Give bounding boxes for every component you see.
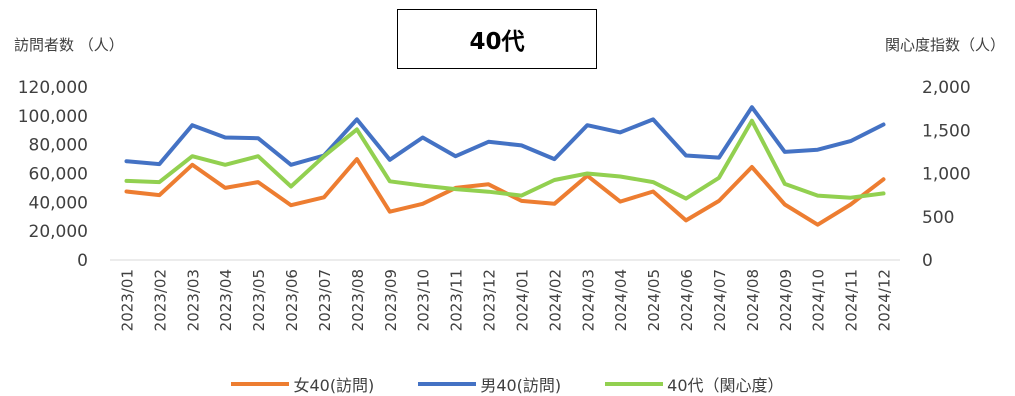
x-tick-label: 2023/12	[481, 269, 499, 331]
right-axis-title: 関心度指数（人）	[884, 36, 1005, 54]
legend-item-interest40: 40代（関心度）	[605, 372, 784, 396]
x-tick-label: 2023/10	[415, 269, 433, 331]
x-tick-label: 2024/09	[777, 269, 795, 331]
x-tick-label: 2024/07	[711, 269, 729, 331]
left-tick-label: 80,000	[29, 136, 88, 156]
legend-item-male40: 男40(訪問)	[418, 372, 561, 396]
left-tick-label: 0	[77, 251, 88, 271]
x-tick-label: 2024/04	[612, 269, 630, 331]
x-tick-label: 2023/06	[283, 269, 301, 331]
legend-label-male40: 男40(訪問)	[480, 376, 562, 395]
x-tick-label: 2024/05	[645, 269, 663, 331]
series-lines	[124, 105, 886, 227]
x-tick-label: 2023/04	[217, 269, 235, 331]
x-tick-label: 2024/11	[843, 269, 861, 331]
x-tick-label: 2024/03	[579, 269, 597, 331]
series-line-1	[124, 105, 886, 167]
right-tick-label: 1,000	[922, 165, 971, 185]
right-tick-label: 500	[922, 208, 954, 228]
x-tick-label: 2023/05	[250, 269, 268, 331]
x-tick-label: 2023/07	[316, 269, 334, 331]
legend-item-female40: 女40(訪問)	[231, 372, 374, 396]
right-tick-label: 1,500	[922, 121, 971, 141]
chart-title: 40代	[469, 29, 525, 55]
left-tick-label: 60,000	[29, 165, 88, 185]
right-tick-label: 0	[922, 251, 933, 271]
x-axis-ticks: 2023/01 2023/02 2023/03 2023/04 2023/05 2023/…	[118, 269, 893, 331]
left-tick-label: 120,000	[18, 78, 88, 98]
legend-label-interest40: 40代（関心度）	[667, 376, 784, 395]
x-tick-label: 2023/01	[118, 269, 136, 331]
legend-label-female40: 女40(訪問)	[293, 376, 375, 395]
x-tick-label: 2023/09	[382, 269, 400, 331]
left-tick-label: 20,000	[29, 222, 88, 242]
legend-swatch-interest40	[605, 382, 664, 386]
left-tick-label: 40,000	[29, 193, 88, 213]
x-tick-label: 2024/01	[513, 269, 531, 331]
legend-swatch-male40	[418, 382, 477, 386]
x-tick-label: 2023/02	[151, 269, 169, 331]
x-tick-label: 2024/08	[744, 269, 762, 331]
x-tick-label: 2024/12	[876, 269, 894, 331]
x-tick-label: 2023/03	[184, 269, 202, 331]
x-tick-label: 2024/02	[546, 269, 564, 331]
legend-swatch-female40	[231, 382, 290, 386]
right-axis-ticks: 0 500 1,000 1,500 2,000	[922, 78, 971, 271]
x-tick-label: 2023/08	[349, 269, 367, 331]
legend: 女40(訪問) 男40(訪問) 40代（関心度）	[0, 372, 1015, 396]
chart-title-box: 40代	[397, 9, 597, 69]
x-tick-label: 2024/06	[678, 269, 696, 331]
left-axis-title: 訪問者数 （人）	[14, 36, 124, 54]
x-tick-label: 2023/11	[448, 269, 466, 331]
left-axis-ticks: 0 20,000 40,000 60,000 80,000 100,000 120,000	[18, 78, 88, 271]
right-tick-label: 2,000	[922, 78, 971, 98]
left-tick-label: 100,000	[18, 107, 88, 127]
x-tick-label: 2024/10	[810, 269, 828, 331]
series-line-2	[124, 118, 886, 201]
